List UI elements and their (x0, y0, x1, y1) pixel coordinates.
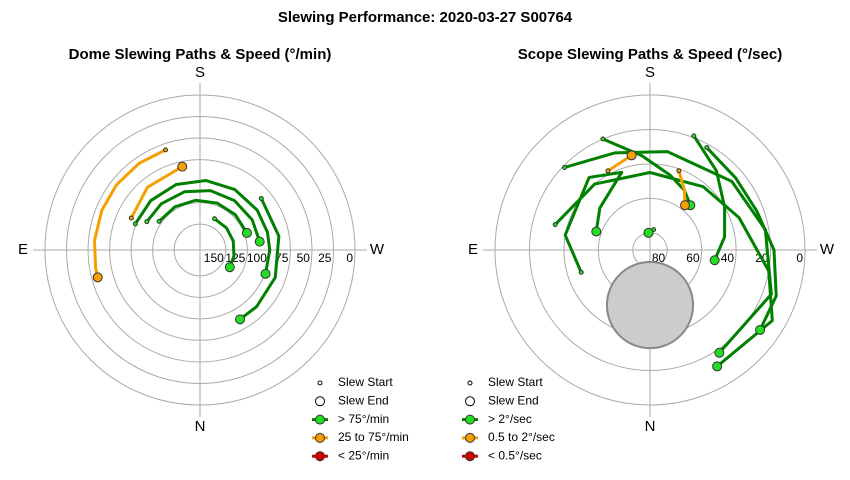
legend-marker (315, 396, 325, 407)
slew-end (241, 227, 252, 238)
legend-label: 25 to 75°/min (338, 430, 409, 444)
slew-start (258, 196, 264, 202)
slew-start (578, 269, 584, 275)
direction-label: N (645, 418, 656, 435)
slew-start (132, 221, 138, 227)
slew-path (239, 197, 281, 321)
slew-end (626, 150, 637, 161)
slew-start (704, 145, 710, 151)
direction-label: S (645, 64, 655, 81)
slew-end (591, 226, 602, 237)
slew-end (260, 268, 271, 279)
legend-marker (465, 451, 475, 462)
legend-label: Slew End (488, 393, 539, 407)
direction-label: E (468, 241, 478, 258)
r-tick-label: 0 (346, 251, 353, 265)
slew-path (692, 135, 727, 261)
slew-path (563, 170, 624, 273)
legend-marker (467, 380, 473, 386)
r-tick-label: 50 (297, 251, 311, 265)
direction-label: E (18, 241, 28, 258)
r-tick-label: 60 (686, 251, 700, 265)
legend-label: Slew End (338, 393, 389, 407)
slew-start (605, 168, 611, 174)
direction-label: N (195, 418, 206, 435)
legend-marker (315, 451, 325, 462)
slew-start (156, 218, 162, 224)
slew-path (705, 146, 778, 331)
slew-end (224, 262, 235, 273)
slew-start (212, 216, 218, 222)
slew-path (92, 148, 167, 278)
slew-start (552, 222, 558, 228)
legend-label: < 25°/min (338, 448, 389, 462)
page-title: Slewing Performance: 2020-03-27 S00764 (278, 9, 573, 26)
direction-label: W (370, 241, 385, 258)
r-tick-label: 0 (796, 251, 803, 265)
slew-end (709, 255, 720, 266)
direction-label: W (820, 241, 835, 258)
legend-label: 0.5 to 2°/sec (488, 430, 555, 444)
slew-path (145, 189, 262, 243)
legend-marker (315, 414, 325, 425)
legend-marker (465, 414, 475, 425)
legend-marker (465, 396, 475, 407)
chart-title: Dome Slewing Paths & Speed (°/min) (69, 46, 332, 63)
legend-marker (465, 432, 475, 443)
exclusion-zone (605, 261, 695, 350)
r-tick-label: 150 (204, 251, 224, 265)
slew-path (554, 171, 774, 368)
slew-start (144, 219, 150, 225)
chart-title: Scope Slewing Paths & Speed (°/sec) (518, 46, 782, 63)
slew-end (755, 324, 766, 335)
slew-path (158, 198, 249, 234)
legend-label: Slew Start (338, 375, 393, 389)
r-tick-label: 25 (318, 251, 332, 265)
legend-label: > 75°/min (338, 412, 389, 426)
slew-start (691, 133, 697, 139)
r-tick-label: 40 (721, 251, 735, 265)
slew-start (128, 215, 134, 221)
legend-label: > 2°/sec (488, 412, 532, 426)
slew-path (602, 137, 692, 206)
r-tick-label: 100 (247, 251, 267, 265)
slew-start (562, 164, 568, 170)
slew-end (177, 161, 188, 172)
slew-end (92, 272, 103, 283)
legend-label: Slew Start (488, 375, 543, 389)
slew-end (679, 200, 690, 211)
slew-end (643, 227, 654, 238)
slew-start (600, 136, 606, 142)
legend-marker (317, 380, 323, 386)
legend-label: < 0.5°/sec (488, 448, 542, 462)
direction-label: S (195, 64, 205, 81)
slew-path (129, 165, 184, 219)
slew-path (213, 217, 236, 268)
slew-path (134, 179, 272, 275)
slew-end (712, 361, 723, 372)
slew-start (676, 168, 682, 174)
slew-end (714, 347, 725, 358)
slew-start (163, 147, 169, 153)
slew-end (235, 314, 246, 325)
legend-marker (315, 432, 325, 443)
slew-end (254, 236, 265, 247)
